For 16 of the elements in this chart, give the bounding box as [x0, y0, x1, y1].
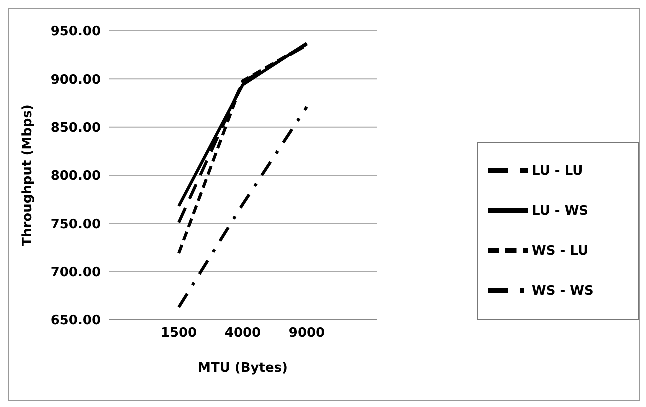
y-tick-label: 850.00	[50, 120, 101, 136]
legend-label: LU - WS	[532, 204, 589, 220]
x-axis-title: MTU (Bytes)	[198, 361, 288, 376]
y-tick-label: 900.00	[50, 72, 101, 88]
legend-label: WS - WS	[532, 284, 594, 300]
y-tick-label: 800.00	[50, 169, 101, 184]
y-tick-label: 950.00	[50, 24, 101, 40]
legend-label: LU - LU	[532, 164, 584, 180]
y-tick-label: 650.00	[50, 314, 101, 329]
y-tick-label: 750.00	[50, 217, 101, 232]
x-tick-label: 9000	[288, 326, 326, 342]
x-tick-label: 1500	[160, 326, 198, 342]
y-tick-label: 700.00	[50, 265, 101, 280]
x-tick-label: 4000	[224, 326, 262, 342]
y-axis-title: Throughput (Mbps)	[20, 104, 36, 246]
legend-label: WS - LU	[532, 244, 589, 260]
